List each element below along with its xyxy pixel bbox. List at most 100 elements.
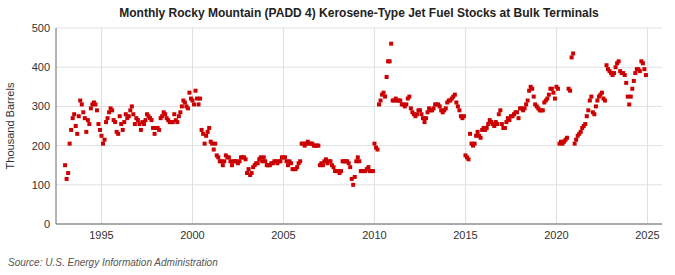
points <box>63 42 648 187</box>
point <box>579 130 583 134</box>
point <box>263 159 267 163</box>
point <box>371 169 375 173</box>
point <box>71 116 75 120</box>
point <box>86 118 90 122</box>
point <box>295 165 299 169</box>
point <box>203 142 207 146</box>
point <box>632 79 636 83</box>
point <box>95 108 99 112</box>
x-grid-line <box>556 28 557 224</box>
point <box>75 132 79 136</box>
point <box>524 102 528 106</box>
point <box>87 122 91 126</box>
point <box>630 87 634 91</box>
point <box>623 73 627 77</box>
y-grid-line <box>56 28 662 29</box>
point <box>612 71 616 75</box>
point <box>573 142 577 146</box>
y-grid-line <box>56 67 662 68</box>
point <box>283 155 287 159</box>
point <box>321 163 325 167</box>
point <box>462 114 466 118</box>
point <box>476 130 480 134</box>
point <box>574 138 578 142</box>
point <box>398 99 402 103</box>
x-grid-line <box>283 28 284 224</box>
point <box>388 59 392 63</box>
point <box>479 136 483 140</box>
point <box>197 102 201 106</box>
point <box>424 116 428 120</box>
point <box>69 128 73 132</box>
x-axis-line <box>56 224 662 225</box>
point <box>153 132 157 136</box>
point <box>204 134 208 138</box>
point <box>523 106 527 110</box>
point <box>131 112 135 116</box>
x-tick-label: 2020 <box>544 229 568 241</box>
point <box>415 112 419 116</box>
point <box>633 71 637 75</box>
point <box>423 120 427 124</box>
point <box>139 128 143 132</box>
point <box>565 136 569 140</box>
point <box>503 126 507 130</box>
point <box>247 167 251 171</box>
point <box>150 118 154 122</box>
point <box>328 159 332 163</box>
point <box>570 55 574 59</box>
point <box>227 155 231 159</box>
x-tick-label: 2015 <box>453 229 477 241</box>
point <box>68 142 72 146</box>
point <box>194 89 198 93</box>
point <box>454 100 458 104</box>
point <box>89 106 93 110</box>
x-tick-label: 2000 <box>180 229 204 241</box>
point <box>177 114 181 118</box>
point <box>385 75 389 79</box>
point <box>256 161 260 165</box>
point <box>180 104 184 108</box>
point <box>379 99 383 103</box>
point <box>507 118 511 122</box>
point <box>588 99 592 103</box>
x-tick-label: 2025 <box>635 229 659 241</box>
y-grid-line <box>56 184 662 185</box>
point <box>101 142 105 146</box>
point <box>348 165 352 169</box>
chart: 0100200300400500199520002005201020152020… <box>0 0 675 275</box>
point <box>103 138 107 142</box>
point <box>541 108 545 112</box>
point <box>104 120 108 124</box>
point <box>550 87 554 91</box>
source-note: Source: U.S. Energy Information Administ… <box>8 257 218 268</box>
point <box>332 165 336 169</box>
point <box>404 102 408 106</box>
point <box>641 61 645 65</box>
point <box>547 93 551 97</box>
y-tick-label: 100 <box>32 179 50 191</box>
y-axis-line <box>56 28 57 224</box>
point <box>530 87 534 91</box>
point <box>629 95 633 99</box>
y-tick-label: 200 <box>32 140 50 152</box>
point <box>244 157 248 161</box>
point <box>118 114 122 118</box>
point <box>65 177 69 181</box>
point <box>498 108 502 112</box>
point <box>172 112 176 116</box>
point <box>192 102 196 106</box>
point <box>592 112 596 116</box>
point <box>339 169 343 173</box>
point <box>221 163 225 167</box>
point <box>237 159 241 163</box>
point <box>200 128 204 132</box>
point <box>600 91 604 95</box>
x-tick-label: 2005 <box>271 229 295 241</box>
point <box>222 159 226 163</box>
x-grid-line <box>465 28 466 224</box>
point <box>517 116 521 120</box>
y-tick-label: 0 <box>44 218 50 230</box>
point <box>500 122 504 126</box>
point <box>63 163 67 167</box>
